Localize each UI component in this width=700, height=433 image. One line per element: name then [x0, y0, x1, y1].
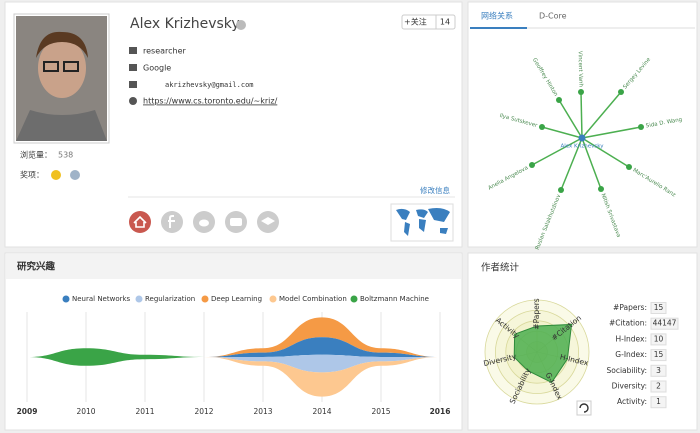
network-panel	[467, 1, 698, 248]
node	[618, 89, 624, 95]
node	[529, 162, 535, 168]
stream-layer	[27, 348, 440, 397]
award-icon	[70, 170, 80, 180]
stream-layer	[27, 337, 440, 357]
views-label: 浏览量：	[20, 150, 52, 160]
stat-box	[650, 396, 667, 409]
panel-title: 作者统计	[481, 262, 520, 274]
x-tick-label: 2012	[194, 407, 213, 416]
icon	[129, 64, 137, 71]
stat-value: 10	[654, 334, 664, 343]
edge	[580, 91, 583, 139]
avatar	[13, 13, 110, 144]
stat-label: #Papers:	[613, 303, 647, 312]
node	[626, 164, 632, 170]
legend-label: Boltzmann Machine	[360, 295, 429, 303]
verified-icon	[236, 20, 246, 30]
x-tick-label: 2013	[253, 407, 272, 416]
legend-label: Regularization	[145, 295, 195, 303]
node	[598, 186, 604, 192]
edit-link[interactable]: 修改信息	[420, 185, 450, 195]
node	[539, 124, 545, 130]
author-name: Alex Krizhevsky	[130, 16, 240, 32]
x-tick-label: 2011	[135, 407, 154, 416]
node-label: Vincent Vanh	[577, 51, 584, 88]
position: researcher	[143, 47, 187, 56]
stat-label: Sociability:	[606, 366, 647, 375]
x-tick-label: 2015	[371, 407, 390, 416]
edge	[581, 91, 622, 139]
follow-button[interactable]	[401, 14, 456, 30]
legend-swatch	[269, 295, 277, 303]
edge	[531, 137, 583, 166]
stat-value: 15	[654, 350, 664, 359]
node	[556, 97, 562, 103]
edge	[558, 99, 583, 139]
affiliation: Google	[143, 64, 171, 73]
edge	[581, 137, 602, 190]
homepage[interactable]: https://www.cs.toronto.edu/~kriz/	[143, 97, 278, 106]
stat-box	[650, 380, 667, 393]
x-tick-label: 2009	[17, 407, 38, 416]
stat-box	[650, 364, 667, 377]
node	[558, 187, 564, 193]
views: 538	[58, 151, 73, 160]
tab-active[interactable]: 网络关系	[481, 11, 513, 21]
award-icon	[51, 170, 61, 180]
edge	[581, 137, 630, 168]
stat-value: 2	[656, 382, 661, 391]
radar-area	[513, 323, 573, 384]
stat-value: 44147	[653, 319, 677, 328]
node	[578, 89, 584, 95]
tab[interactable]: D-Core	[539, 12, 567, 21]
legend-swatch	[201, 295, 209, 303]
panel-title: 研究兴趣	[17, 261, 56, 273]
stat-label: Activity:	[617, 397, 647, 406]
stat-label: H-Index:	[615, 334, 647, 343]
x-tick-label: 2010	[76, 407, 95, 416]
legend-label: Model Combination	[279, 295, 347, 303]
node	[638, 124, 644, 130]
follow-label[interactable]: +关注	[404, 17, 427, 27]
stat-label: G-Index:	[615, 350, 647, 359]
icon	[129, 81, 137, 88]
awards-label: 奖项：	[20, 170, 44, 180]
legend-swatch	[135, 295, 143, 303]
stat-label: #Citation:	[609, 319, 647, 328]
stat-value: 15	[654, 303, 664, 312]
icon	[129, 97, 137, 105]
social-icons	[129, 211, 279, 233]
stat-box	[650, 302, 667, 314]
follow-count: 14	[440, 18, 450, 27]
stat-value: 3	[656, 366, 661, 375]
home-icon[interactable]	[129, 211, 151, 233]
stat-label: Diversity:	[612, 382, 647, 391]
edge	[581, 126, 642, 139]
legend-swatch	[62, 295, 70, 303]
legend-label: Deep Learning	[211, 295, 262, 303]
stat-value: 1	[656, 397, 661, 406]
stat-box	[650, 333, 667, 346]
email: akrizhevsky@gmail.com	[165, 81, 254, 89]
center-node	[578, 134, 586, 142]
legend-swatch	[350, 295, 358, 303]
stream-layer	[27, 348, 440, 373]
x-tick-label: 2014	[312, 407, 331, 416]
refresh-icon[interactable]	[576, 400, 592, 416]
stat-box	[650, 317, 679, 330]
icon	[129, 47, 137, 54]
map-thumbnail	[390, 203, 454, 242]
stream-layer	[27, 317, 440, 357]
stream-layer	[27, 348, 440, 397]
radar-axis-label: #Papers	[532, 298, 541, 330]
edge	[560, 137, 583, 191]
stat-box	[650, 349, 667, 362]
interest-panel	[4, 252, 463, 431]
edge	[541, 126, 583, 139]
legend-label: Neural Networks	[72, 295, 131, 303]
center-label: Alex Krizhevsky	[560, 144, 604, 150]
panel-header	[6, 254, 461, 279]
x-tick-label: 2016	[430, 407, 451, 416]
